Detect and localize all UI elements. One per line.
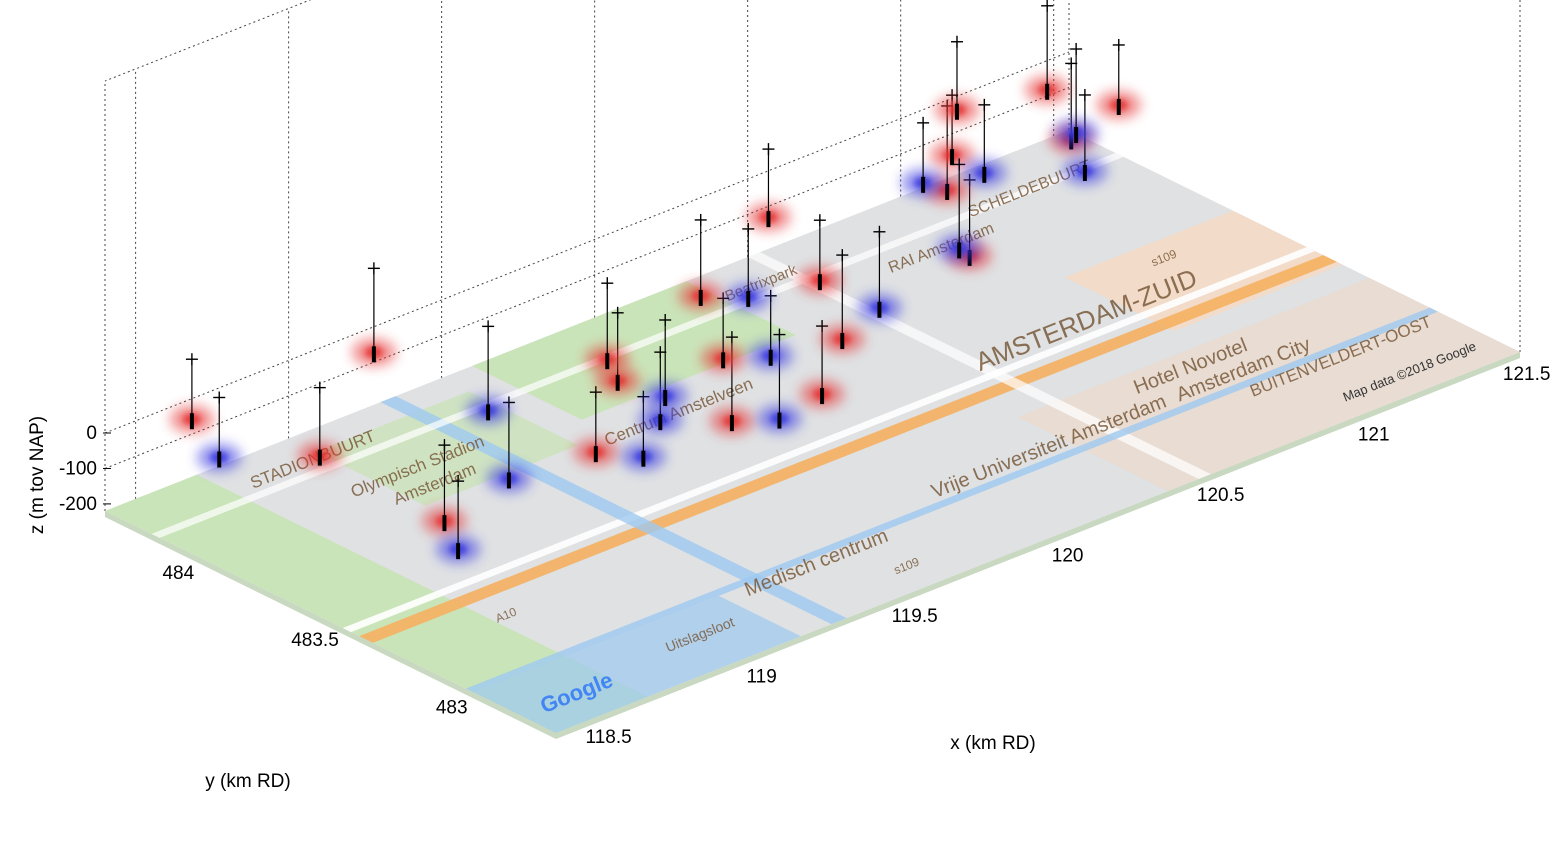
map-water	[474, 595, 801, 733]
x-tick-label: 121.5	[1503, 364, 1551, 385]
map-water	[380, 396, 847, 625]
z-axis-ticks: 0 -100 -200	[59, 423, 111, 515]
y-axis-ticks: 483 483.5 484	[162, 563, 467, 719]
x-tick-label: 119.5	[892, 606, 938, 627]
map-area	[1017, 278, 1520, 492]
z-tick-label: 0	[86, 423, 97, 444]
z-tick-label: -100	[59, 458, 97, 479]
map-edge	[105, 511, 556, 739]
z-tick-label: -200	[59, 494, 97, 515]
y-tick-label: 483.5	[291, 630, 339, 651]
map-edge	[556, 352, 1520, 739]
basemap: STADIONBUURTOlympisch StadionAmsterdamCe…	[105, 130, 1520, 739]
map-road	[151, 152, 1124, 538]
x-tick-label: 120	[1052, 545, 1084, 566]
map-park	[315, 391, 579, 506]
y-axis-label: y (km RD)	[205, 771, 290, 792]
box-edge	[104, 0, 312, 82]
y-tick-label: 484	[162, 563, 194, 584]
x-tick-label: 121	[1358, 425, 1390, 446]
y-tick-label: 483	[436, 697, 468, 718]
map-water	[465, 307, 1438, 693]
map-road	[342, 247, 1315, 633]
axes-box	[104, 0, 1521, 511]
series-red	[169, 0, 1141, 536]
x-tick-label: 120.5	[1197, 485, 1245, 506]
data-points	[169, 0, 1141, 564]
map-area	[1064, 210, 1343, 332]
x-axis-ticks: 118.5 119 119.5 120 120.5 121 121.5	[586, 364, 1551, 748]
x-axis-label: x (km RD)	[950, 733, 1035, 754]
map-park	[105, 474, 648, 733]
x-tick-label: 118.5	[586, 727, 632, 748]
z-axis-label: z (m tov NAP)	[27, 416, 48, 534]
series-blue	[197, 43, 1107, 564]
map-highway	[359, 255, 1337, 643]
x-tick-label: 119	[746, 666, 776, 687]
